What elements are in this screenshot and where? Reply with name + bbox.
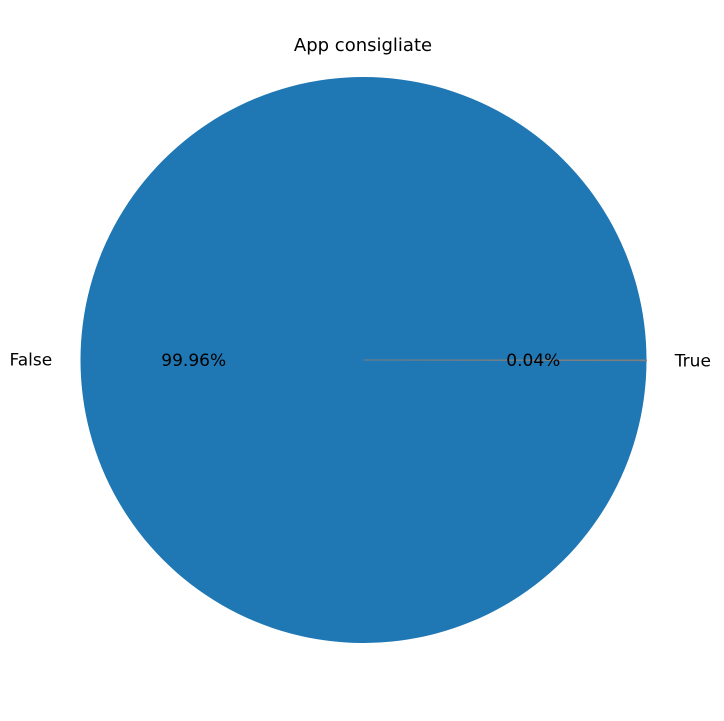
pie-labels: False 99.96% True 0.04% xyxy=(10,351,711,372)
pie-slices xyxy=(80,77,648,644)
slice-percent-false: 99.96% xyxy=(161,351,226,371)
slice-label-false: False xyxy=(10,351,53,371)
slice-label-true: True xyxy=(674,351,711,371)
pie-slice-true xyxy=(363,359,648,362)
slice-percent-true: 0.04% xyxy=(506,351,560,371)
chart-title: App consigliate xyxy=(294,35,432,56)
